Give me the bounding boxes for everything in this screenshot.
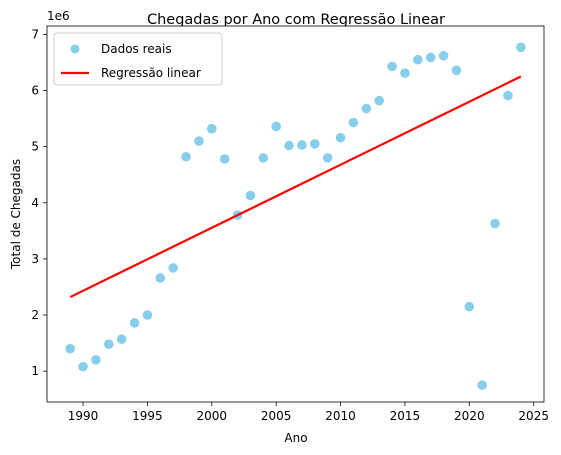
data-point — [400, 68, 410, 78]
data-point — [181, 151, 191, 162]
data-point — [104, 339, 114, 349]
data-point — [284, 140, 294, 151]
data-point — [78, 361, 88, 372]
data-point — [477, 380, 487, 390]
x-tick-label: 2015 — [390, 409, 421, 423]
legend-box — [53, 32, 223, 86]
data-point — [374, 95, 384, 106]
data-point — [425, 52, 436, 63]
x-tick-label: 2010 — [325, 409, 356, 423]
legend-marker-dados-reais — [70, 44, 80, 54]
chart-title: Chegadas por Ano com Regressão Linear — [147, 12, 445, 28]
data-point — [129, 318, 140, 328]
data-point — [142, 310, 153, 320]
data-point — [451, 65, 462, 76]
data-point — [413, 54, 423, 65]
y-tick-label: 4 — [31, 196, 39, 210]
data-point — [322, 153, 333, 163]
data-point — [194, 136, 204, 146]
data-point — [271, 121, 281, 132]
x-axis-label: Ano — [284, 431, 307, 445]
data-point — [65, 343, 75, 354]
regression-series — [69, 75, 522, 299]
y-tick-label: 2 — [31, 308, 39, 322]
data-point — [297, 140, 307, 150]
x-tick-label: 1995 — [132, 409, 163, 423]
regression-line — [69, 75, 522, 299]
x-tick-label: 2025 — [518, 409, 549, 423]
y-axis: 1 2 3 4 5 6 7 — [31, 27, 47, 378]
data-point — [490, 218, 500, 229]
x-tick-label: 2000 — [197, 409, 228, 423]
data-point — [387, 61, 397, 72]
data-point — [361, 103, 372, 114]
data-point — [168, 263, 178, 273]
data-point — [310, 139, 320, 149]
y-axis-label: Total de Chegadas — [9, 159, 23, 270]
y-tick-label: 7 — [31, 27, 39, 41]
data-point — [219, 154, 230, 164]
x-tick-label: 2005 — [261, 409, 292, 423]
data-point — [335, 132, 346, 143]
legend-label-dados-reais: Dados reais — [101, 42, 172, 56]
data-point — [348, 117, 359, 128]
data-point — [245, 190, 256, 201]
data-point — [207, 123, 217, 134]
legend-label-regressao: Regressão linear — [101, 66, 201, 80]
x-axis: 1990 1995 2000 2005 2010 2015 2020 2025 — [68, 402, 549, 423]
data-point — [258, 153, 269, 163]
data-point — [155, 273, 166, 283]
plot-frame — [46, 25, 545, 403]
data-point — [516, 42, 526, 53]
x-tick-label: 1990 — [68, 409, 99, 423]
y-tick-label: 6 — [31, 84, 39, 98]
data-point — [91, 355, 101, 365]
legend: Dados reais Regressão linear — [53, 32, 223, 86]
data-point — [503, 90, 513, 101]
x-tick-label: 2020 — [454, 409, 485, 423]
y-tick-label: 1 — [31, 364, 39, 378]
y-tick-label: 3 — [31, 252, 39, 266]
data-point — [464, 301, 475, 312]
data-point — [438, 50, 449, 61]
data-point — [116, 334, 127, 344]
plot-area — [47, 26, 544, 402]
y-tick-label: 5 — [31, 140, 39, 154]
y-offset-label: 1e6 — [47, 9, 70, 23]
